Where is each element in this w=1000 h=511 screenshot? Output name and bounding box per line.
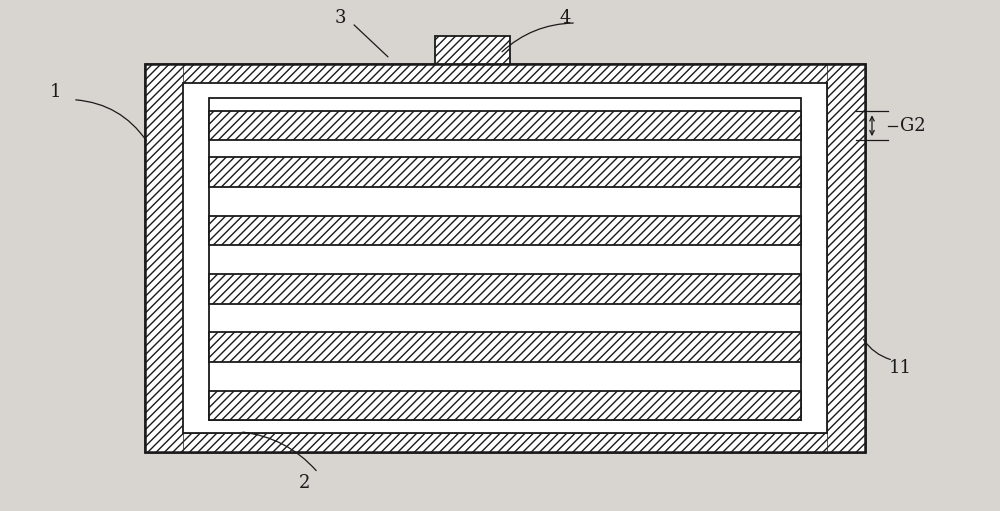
Text: 1: 1: [49, 83, 61, 101]
Bar: [145, 64, 865, 83]
Bar: [827, 64, 865, 452]
Bar: [183, 83, 827, 433]
Bar: [435, 36, 510, 64]
Bar: [209, 332, 801, 362]
Text: 4: 4: [559, 9, 571, 27]
Bar: [209, 157, 801, 187]
Bar: [209, 274, 801, 304]
Bar: [145, 64, 865, 452]
Bar: [145, 64, 183, 452]
Bar: [145, 433, 865, 452]
Bar: [209, 216, 801, 245]
Bar: [209, 111, 801, 140]
Text: 3: 3: [334, 9, 346, 27]
Bar: [145, 64, 865, 452]
Text: 11: 11: [889, 359, 912, 377]
Text: 2: 2: [299, 474, 311, 492]
Text: G2: G2: [900, 117, 926, 135]
Bar: [209, 391, 801, 420]
Bar: [209, 98, 801, 420]
